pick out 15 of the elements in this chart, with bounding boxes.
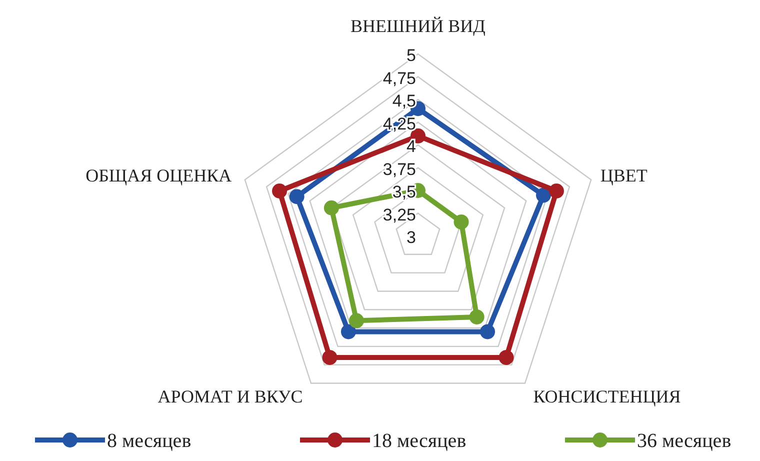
y-tick-label: 3,75 — [382, 160, 416, 179]
spoke-label: ВНЕШНИЙ ВИД — [350, 16, 486, 36]
spoke-label: ЦВЕТ — [600, 165, 648, 186]
y-tick-label: 4,5 — [392, 92, 416, 110]
y-tick-label: 3 — [406, 228, 416, 247]
y-tick-label: 5 — [406, 46, 416, 65]
y-tick-label: 3,25 — [382, 205, 416, 224]
spoke-label: АРОМАТ И ВКУС — [158, 386, 303, 407]
spoke-label: ОБЩАЯ ОЦЕНКА — [86, 165, 232, 186]
legend-label: 18 месяцев — [372, 430, 466, 452]
spoke-label: КОНСИСТЕНЦИЯ — [533, 386, 681, 407]
legend-label: 8 месяцев — [107, 430, 192, 452]
y-tick-label: 4,75 — [382, 68, 416, 88]
legend-label: 36 месяцев — [637, 430, 732, 452]
y-tick-label: 4 — [406, 137, 416, 156]
